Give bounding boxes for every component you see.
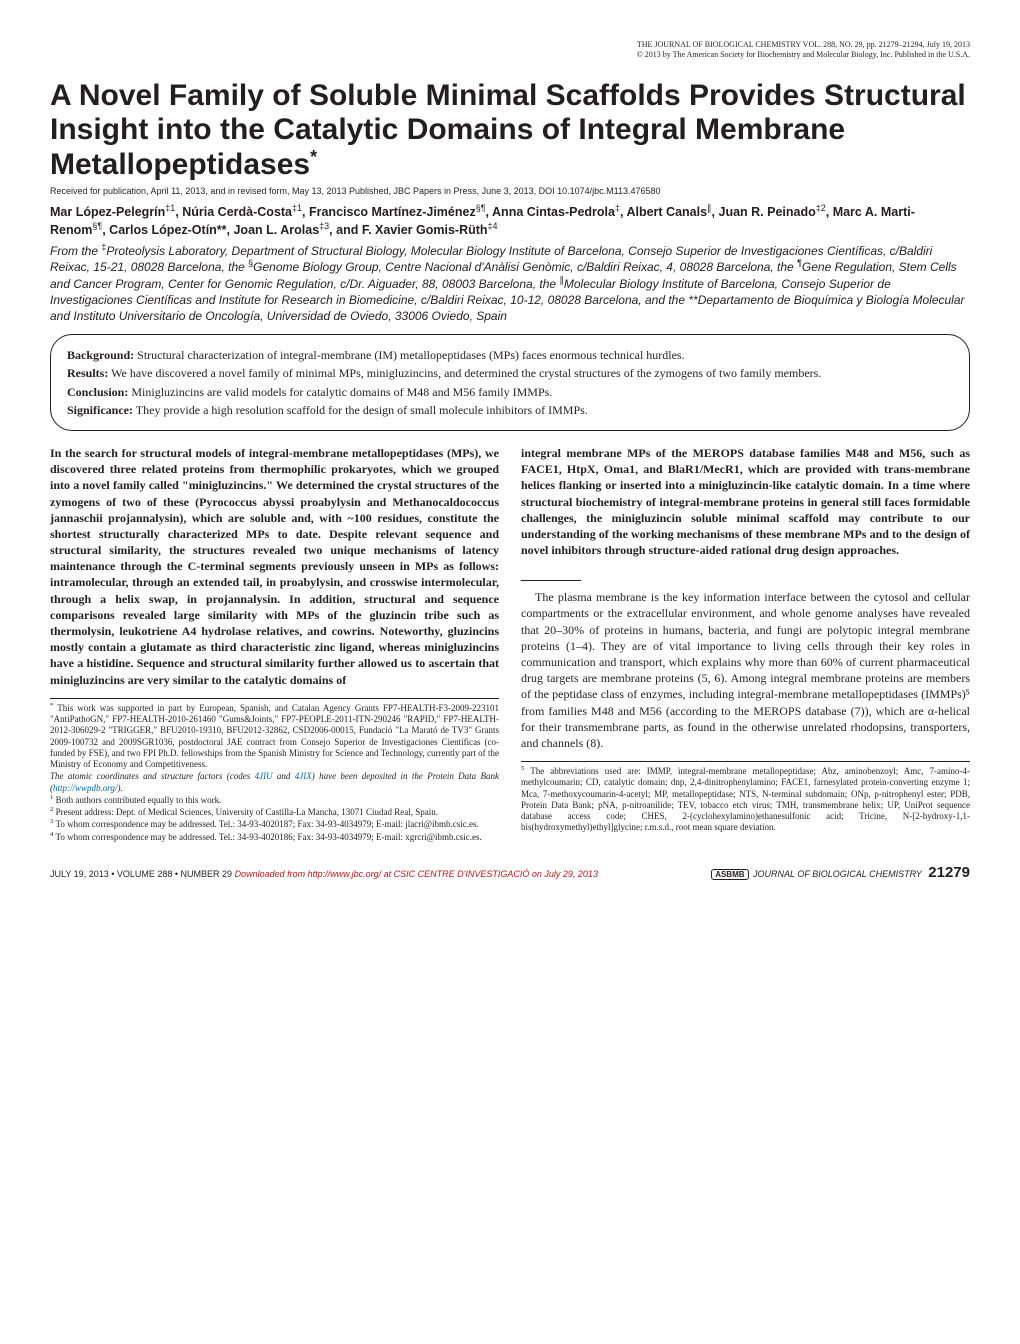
capsule-results-text: We have discovered a novel family of min… — [108, 366, 821, 380]
footer-download: Downloaded from http://www.jbc.org/ at C… — [235, 869, 598, 879]
footer-journal-name: JOURNAL OF BIOLOGICAL CHEMISTRY — [753, 869, 922, 879]
footnote-4: 4 To whom correspondence may be addresse… — [50, 832, 499, 843]
abstract-left: In the search for structural models of i… — [50, 445, 499, 688]
footnote-link-wwpdb[interactable]: http://wwpdb.org/ — [53, 783, 117, 793]
footer-download-url[interactable]: http://www.jbc.org/ — [308, 869, 382, 879]
capsule-results-label: Results: — [67, 366, 108, 380]
capsule-significance-text: They provide a high resolution scaffold … — [133, 403, 588, 417]
article-title: A Novel Family of Soluble Minimal Scaffo… — [50, 79, 970, 183]
affiliations: From the ‡Proteolysis Laboratory, Depart… — [50, 243, 970, 324]
footer-issue: JULY 19, 2013 • VOLUME 288 • NUMBER 29 — [50, 869, 232, 879]
capsule-conclusion-label: Conclusion: — [67, 385, 128, 399]
footnote-5-text: The abbreviations used are: IMMP, integr… — [521, 766, 970, 832]
footnote-1-text: Both authors contributed equally to this… — [56, 795, 222, 805]
footer-left: JULY 19, 2013 • VOLUME 288 • NUMBER 29 D… — [50, 869, 598, 879]
footnote-4-text: To whom correspondence may be addressed.… — [55, 832, 481, 842]
page-footer: JULY 19, 2013 • VOLUME 288 • NUMBER 29 D… — [50, 864, 970, 881]
capsule-background-text: Structural characterization of integral-… — [134, 348, 684, 362]
meta-line-2: © 2013 by The American Society for Bioch… — [50, 50, 970, 60]
journal-meta: THE JOURNAL OF BIOLOGICAL CHEMISTRY VOL.… — [50, 40, 970, 61]
capsule-significance: Significance: They provide a high resolu… — [67, 402, 953, 418]
column-spacer — [521, 558, 970, 572]
footnote-2: 2 Present address: Dept. of Medical Scie… — [50, 807, 499, 818]
two-column-body: In the search for structural models of i… — [50, 445, 970, 844]
footnote-link-pdb1[interactable]: 4JIU — [255, 771, 273, 781]
author-list: Mar López-Pelegrín‡1, Núria Cerdà-Costa‡… — [50, 204, 970, 239]
title-footnote-marker: * — [310, 147, 317, 167]
page-number: 21279 — [928, 864, 970, 881]
footer-right: ASBMB JOURNAL OF BIOLOGICAL CHEMISTRY 21… — [709, 864, 970, 881]
title-text: A Novel Family of Soluble Minimal Scaffo… — [50, 79, 966, 181]
footnote-link-pdb2[interactable]: 4JIX — [295, 771, 312, 781]
meta-line-1: THE JOURNAL OF BIOLOGICAL CHEMISTRY VOL.… — [50, 40, 970, 50]
abstract-right: integral membrane MPs of the MEROPS data… — [521, 445, 970, 558]
footnote-coords-1: The atomic coordinates and structure fac… — [50, 771, 255, 781]
footnote-2-text: Present address: Dept. of Medical Scienc… — [56, 807, 438, 817]
capsule-conclusion: Conclusion: Minigluzincins are valid mod… — [67, 384, 953, 400]
footnote-3-text: To whom correspondence may be addressed.… — [55, 819, 478, 829]
footer-download-suffix: at CSIC CENTRE D'INVESTIGACIÓ on July 29… — [381, 869, 598, 879]
capsule-conclusion-text: Minigluzincins are valid models for cata… — [128, 385, 552, 399]
footnote-coords-3: ). — [117, 783, 122, 793]
capsule-background: Background: Structural characterization … — [67, 347, 953, 363]
capsule-results: Results: We have discovered a novel fami… — [67, 365, 953, 381]
received-line: Received for publication, April 11, 2013… — [50, 186, 970, 196]
footnote-1: 1 Both authors contributed equally to th… — [50, 795, 499, 806]
footnote-coords-mid: and — [273, 771, 295, 781]
footnotes-left: * This work was supported in part by Eur… — [50, 698, 499, 843]
asbmb-logo: ASBMB — [711, 869, 748, 880]
footer-download-prefix: Downloaded from — [235, 869, 308, 879]
capsule-summary-box: Background: Structural characterization … — [50, 334, 970, 431]
capsule-background-label: Background: — [67, 348, 134, 362]
intro-paragraph: The plasma membrane is the key informati… — [521, 589, 970, 751]
left-column: In the search for structural models of i… — [50, 445, 499, 844]
footnote-star: * This work was supported in part by Eur… — [50, 703, 499, 771]
footnote-coords: The atomic coordinates and structure fac… — [50, 771, 499, 794]
right-column: integral membrane MPs of the MEROPS data… — [521, 445, 970, 844]
footnote-5: 5 The abbreviations used are: IMMP, inte… — [521, 766, 970, 834]
footnotes-right: 5 The abbreviations used are: IMMP, inte… — [521, 761, 970, 834]
capsule-significance-label: Significance: — [67, 403, 133, 417]
section-divider — [521, 580, 581, 581]
footnote-3: 3 To whom correspondence may be addresse… — [50, 819, 499, 830]
footnote-star-text: This work was supported in part by Europ… — [50, 703, 499, 769]
